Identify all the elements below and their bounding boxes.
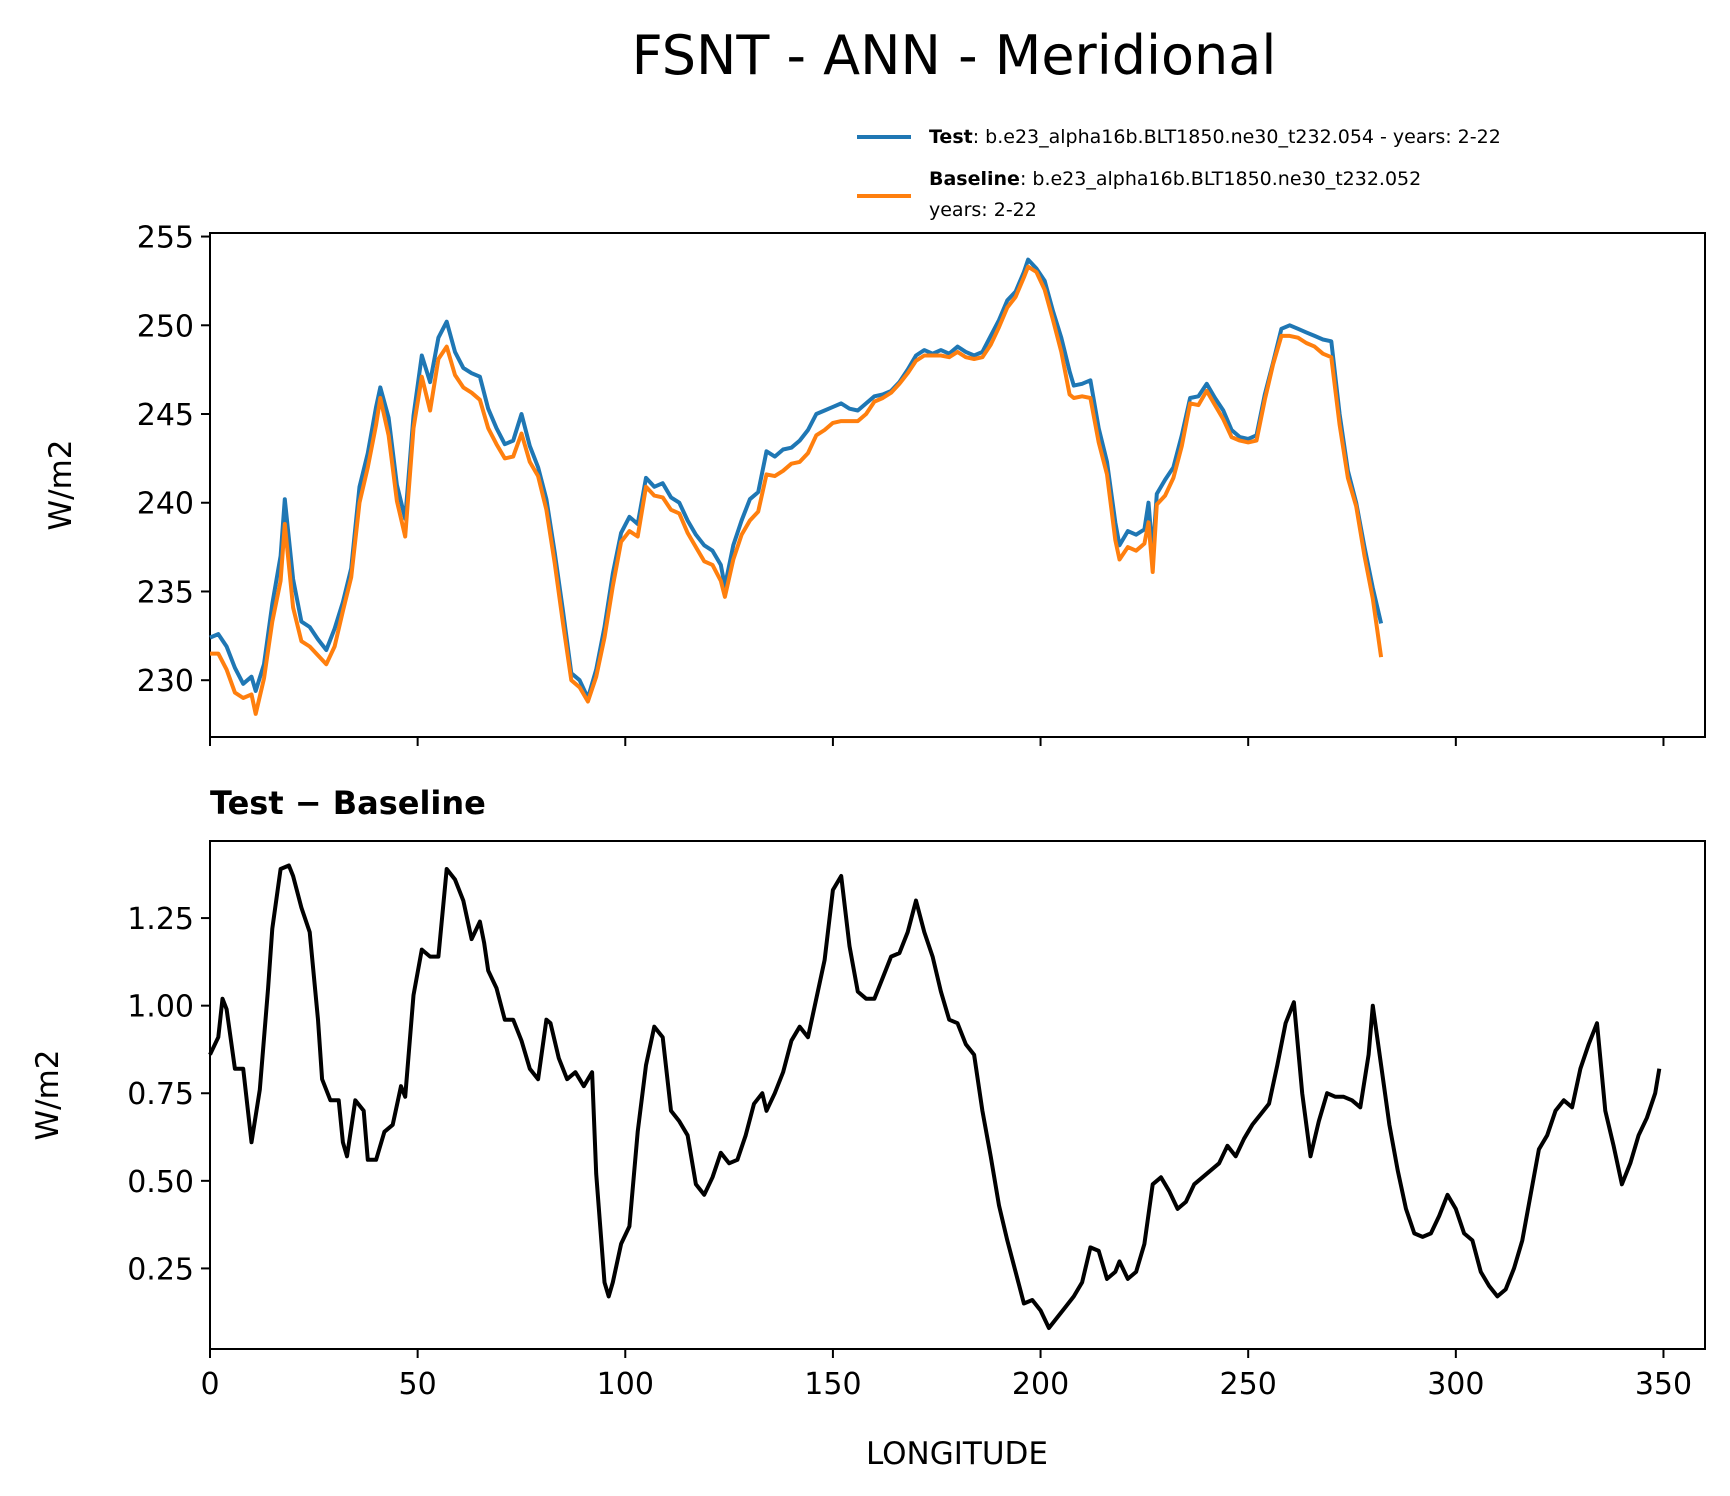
legend-entry-baseline: Baseline: b.e23_alpha16b.BLT1850.ne30_t2… [929, 168, 1421, 190]
chart-title: FSNT - ANN - Meridional [632, 24, 1277, 87]
bottom-y-axis-label: W/m2 [30, 1049, 66, 1140]
top-y-tick-label: 250 [137, 309, 194, 344]
bottom-x-tick-label: 200 [1012, 1367, 1069, 1402]
bottom-x-tick-label: 0 [200, 1367, 219, 1402]
bottom-plot-panel: Test − Baseline 0.25 0.50 0.75 1.00 1.25 0 50 1… [30, 784, 1706, 1472]
top-y-tick-label: 235 [137, 575, 194, 610]
legend-baseline-name: Baseline [929, 168, 1020, 190]
x-axis-label: LONGITUDE [866, 1436, 1048, 1472]
bottom-x-tick-label: 350 [1635, 1367, 1692, 1402]
bottom-plot-frame [209, 840, 1706, 1350]
bottom-y-tick-label: 1.00 [127, 990, 194, 1025]
bottom-x-tick-label: 150 [804, 1367, 861, 1402]
legend: Test: b.e23_alpha16b.BLT1850.ne30_t232.0… [857, 126, 1501, 221]
top-y-tick-label: 230 [137, 664, 194, 699]
top-y-axis-label: W/m2 [43, 439, 79, 530]
top-plot-frame [209, 232, 1706, 738]
top-y-tick-label: 240 [137, 487, 194, 522]
bottom-x-tick-label: 100 [597, 1367, 654, 1402]
legend-baseline-text: : b.e23_alpha16b.BLT1850.ne30_t232.052 [1020, 168, 1421, 190]
legend-test-name: Test [929, 126, 973, 148]
bottom-y-tick-label: 1.25 [127, 902, 194, 937]
bottom-y-tick-label: 0.50 [127, 1165, 194, 1200]
top-y-tick-label: 255 [137, 221, 194, 256]
difference-subtitle: Test − Baseline [210, 784, 486, 822]
bottom-x-tick-label: 300 [1427, 1367, 1484, 1402]
top-series-line-test [209, 257, 1384, 700]
legend-test-text: : b.e23_alpha16b.BLT1850.ne30_t232.054 -… [973, 126, 1501, 148]
bottom-y-tick-label: 0.25 [127, 1252, 194, 1287]
bottom-x-tick-label: 250 [1220, 1367, 1277, 1402]
top-y-tick-label: 245 [137, 398, 194, 433]
bottom-x-tick-label: 50 [399, 1367, 437, 1402]
bottom-y-tick-label: 0.75 [127, 1077, 194, 1112]
top-plot-panel: 230 235 240 245 250 255 W/m2 [43, 221, 1706, 746]
bottom-series-line-test-baseline [208, 863, 1662, 1330]
legend-entry-test: Test: b.e23_alpha16b.BLT1850.ne30_t232.0… [929, 126, 1501, 148]
legend-baseline-years: years: 2-22 [929, 199, 1037, 221]
top-series-line-baseline [210, 264, 1384, 716]
